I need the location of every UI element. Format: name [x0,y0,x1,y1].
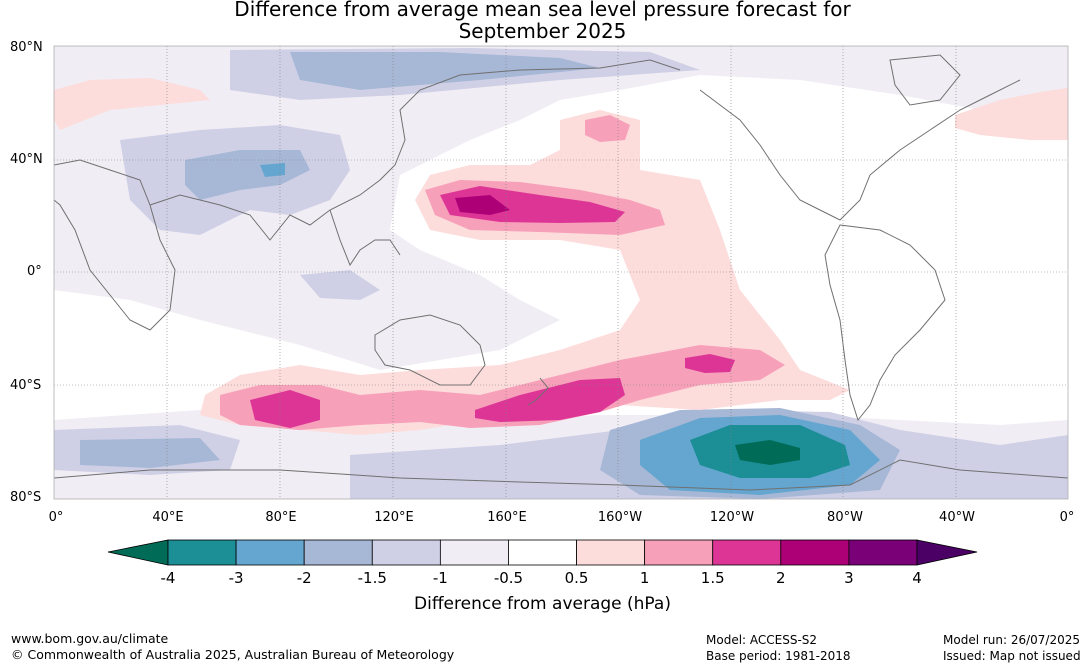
anomaly-southern-high-2 [250,354,735,428]
anomaly-indian-ocean-low [300,270,380,300]
colorbar-box [644,539,714,566]
anomaly-eurasia-low [54,46,1068,370]
colorbar-low-extend [107,539,169,566]
colorbar-box [712,539,782,566]
footer-model: Model: ACCESS-S2 [706,633,818,647]
pressure-anomaly-map [53,45,1069,566]
anomaly-arctic-low-2 [290,52,600,90]
lat-label-40s: 40°S [10,378,42,393]
lat-label-80n: 80°N [10,40,43,55]
colorbar-tick-label: 1.5 [700,569,725,587]
colorbar-tick-label: 3 [844,569,854,587]
colorbar-tick-label: -0.5 [493,569,524,587]
lon-label-120w: 120°W [709,510,755,525]
lon-label-80w: 80°W [827,510,863,525]
anomaly-asia-low-3 [260,163,285,177]
colorbar-tick-label: -2 [296,569,312,587]
lon-label-160e: 160°E [487,510,527,525]
colorbar-high-extend [916,539,978,566]
coast-se-asia [329,209,401,267]
colorbar [107,539,978,566]
coast-europe-africa [54,159,176,331]
lon-label-0-east-edge: 0° [1059,510,1075,525]
colorbar-tick-label: 1 [639,569,650,587]
coast-antarctica [54,459,1068,491]
colorbar-label: Difference from average (hPa) [414,594,671,614]
graticule [54,46,1068,499]
anomaly-southern-high-1 [220,345,785,430]
coast-north-america [699,79,1021,221]
lat-label-80s: 80°S [10,490,42,505]
anomaly-europe-high [54,78,210,130]
colorbar-box [848,539,918,566]
colorbar-tick-label: -1.5 [357,569,387,587]
coast-south-america [824,224,946,422]
anomaly-fields [54,46,1068,499]
colorbar-tick-label: 0.5 [564,569,589,587]
colorbar-tick-label: 4 [912,569,922,587]
colorbar-box [576,539,646,566]
footer-website[interactable]: www.bom.gov.au/climate [11,631,169,646]
lat-label-40n: 40°N [10,152,43,167]
footer-model-run: Model run: 26/07/2025 [943,633,1081,647]
colorbar-box [780,539,850,566]
colorbar-box [508,539,577,566]
footer-base-period: Base period: 1981-2018 [706,649,851,663]
colorbar-box [167,539,237,566]
colorbar-tick-label: -1 [432,569,448,587]
lon-label-40e: 40°E [152,510,184,525]
colorbar-tick-label: 2 [776,569,786,587]
coast-australia [374,314,486,386]
coast-greenland [889,54,961,106]
colorbar-box [371,539,441,566]
colorbar-tick-label: -4 [160,569,176,587]
lon-label-40w: 40°W [939,510,975,525]
colorbar-box [235,539,305,566]
anomaly-asia-low-2 [185,150,310,200]
map-frame [53,45,1069,500]
colorbar-tick-label: -3 [228,569,244,587]
coast-asia [149,59,681,241]
lon-label-80e: 80°E [265,510,297,525]
coast-new-zealand [527,377,549,406]
colorbar-box [439,539,509,566]
map-title-line-2: September 2025 [458,19,627,43]
map-title-line-1: Difference from average mean sea level p… [234,0,851,21]
footer-issued: Issued: Map not issued [943,649,1081,663]
colorbar-box [303,539,373,566]
lat-label-equator: 0° [27,264,42,279]
lon-label-0-west-edge: 0° [48,510,64,525]
anomaly-southern-ocean-6 [735,440,800,465]
coastlines [54,54,1068,491]
anomaly-atlantic-high [955,88,1068,140]
anomaly-north-pacific-high-4 [455,195,510,215]
footer-copyright: © Commonwealth of Australia 2025, Austra… [11,647,455,662]
lon-label-120e: 120°E [374,510,414,525]
lon-label-160w: 160°W [597,510,643,525]
